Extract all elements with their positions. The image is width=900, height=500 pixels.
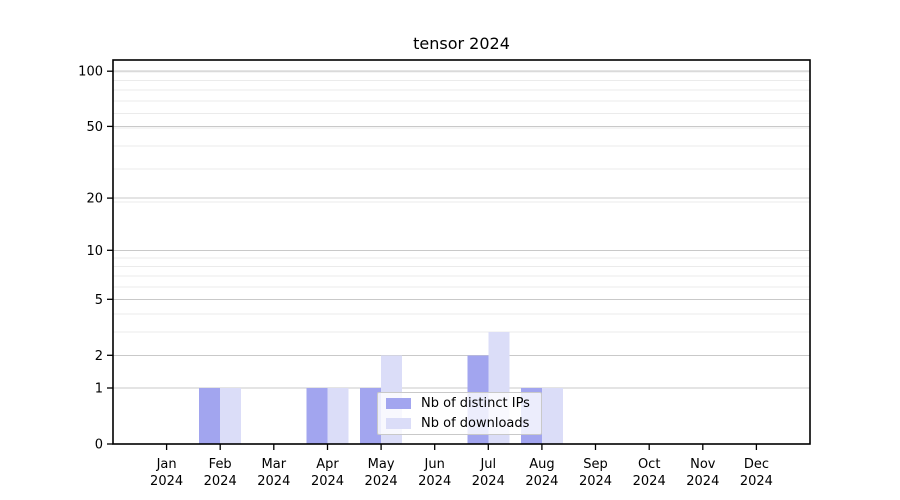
x-tick-label-month-sep: Sep (583, 457, 608, 472)
x-tick-label-year-mar: 2024 (257, 474, 290, 489)
y-tick-label-5: 5 (95, 293, 103, 308)
y-tick-label-100: 100 (78, 65, 103, 80)
x-tick-label-year-sep: 2024 (579, 474, 612, 489)
bar-distinct-ips-apr (306, 388, 328, 444)
x-tick-label-year-nov: 2024 (686, 474, 719, 489)
legend-swatch-downloads (386, 418, 411, 429)
legend-item-distinct-ips: Nb of distinct IPs (386, 395, 541, 413)
x-tick-label-year-jun: 2024 (418, 474, 451, 489)
bar-downloads-apr (327, 388, 349, 444)
x-tick-label-year-aug: 2024 (525, 474, 558, 489)
x-tick-label-month-dec: Dec (744, 457, 769, 472)
legend-swatch-distinct-ips (386, 398, 411, 409)
x-tick-label-year-apr: 2024 (311, 474, 344, 489)
x-tick-label-year-oct: 2024 (633, 474, 666, 489)
bar-downloads-aug (541, 388, 563, 444)
y-tick-label-10: 10 (86, 244, 103, 259)
y-tick-label-1: 1 (95, 382, 103, 397)
x-tick-label-year-jul: 2024 (472, 474, 505, 489)
x-tick-label-month-jun: Jun (424, 457, 445, 472)
y-tick-label-50: 50 (86, 120, 103, 135)
legend: Nb of distinct IPs Nb of downloads (377, 392, 542, 435)
x-tick-label-year-feb: 2024 (204, 474, 237, 489)
x-tick-label-month-jul: Jul (479, 457, 496, 472)
x-tick-label-year-jan: 2024 (150, 474, 183, 489)
y-tick-label-20: 20 (86, 192, 103, 207)
bar-distinct-ips-feb (199, 388, 221, 444)
legend-label-distinct-ips: Nb of distinct IPs (421, 396, 530, 411)
x-tick-label-month-aug: Aug (529, 457, 554, 472)
x-tick-label-month-nov: Nov (690, 457, 716, 472)
x-tick-label-month-feb: Feb (209, 457, 232, 472)
y-tick-label-2: 2 (95, 349, 103, 364)
y-tick-label-0: 0 (95, 438, 103, 453)
x-tick-label-year-may: 2024 (365, 474, 398, 489)
legend-label-downloads: Nb of downloads (421, 416, 530, 431)
x-tick-label-month-oct: Oct (638, 457, 660, 472)
bar-downloads-feb (220, 388, 242, 444)
x-tick-label-month-may: May (368, 457, 395, 472)
chart-title: tensor 2024 (413, 34, 510, 53)
legend-item-downloads: Nb of downloads (386, 415, 541, 433)
bar-distinct-ips-may (360, 388, 382, 444)
x-tick-label-month-apr: Apr (316, 457, 339, 472)
x-tick-label-month-mar: Mar (262, 457, 287, 472)
x-tick-label-month-jan: Jan (156, 457, 177, 472)
x-tick-label-year-dec: 2024 (740, 474, 773, 489)
plot-border (112, 59, 811, 445)
